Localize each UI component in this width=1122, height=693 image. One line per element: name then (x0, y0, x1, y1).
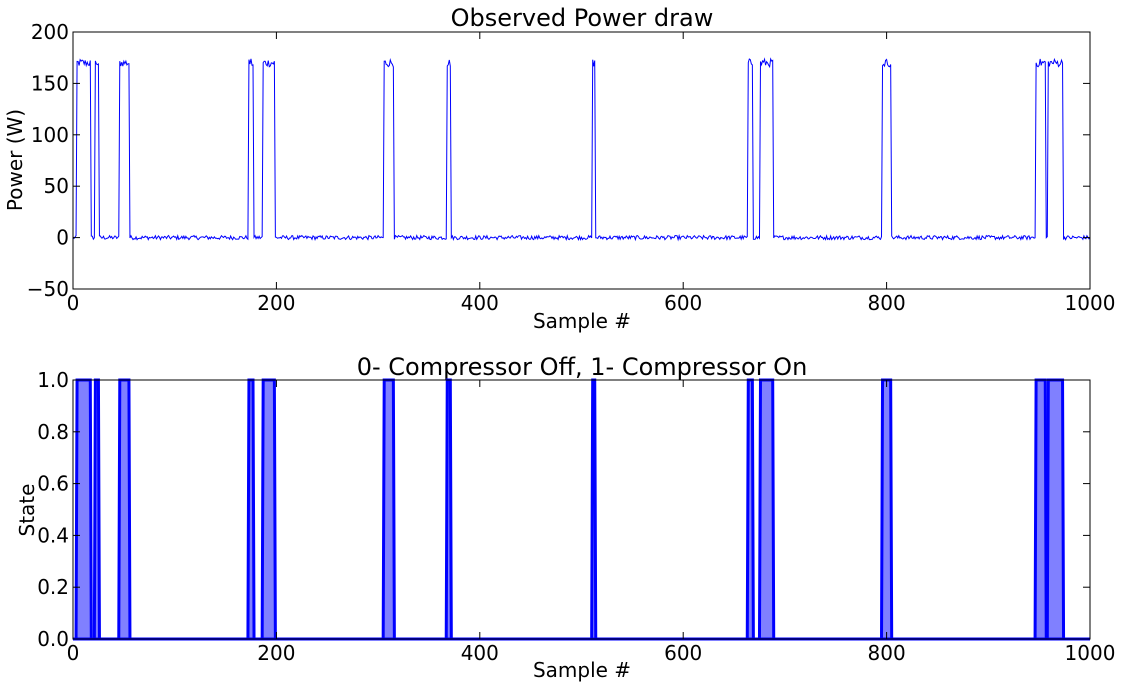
state-on-segment (246, 378, 256, 641)
power-xtick-label: 800 (868, 291, 906, 315)
power-xtick-label: 400 (461, 291, 499, 315)
state-on-segment (745, 378, 755, 641)
power-series-line (73, 57, 1090, 242)
power-ytick-label: 50 (44, 174, 69, 198)
state-ytick-label: 1.0 (37, 368, 69, 392)
power-xtick-label: 0 (67, 291, 80, 315)
state-axes-frame (72, 379, 1091, 640)
state-on-segment (880, 378, 894, 641)
state-xtick-label: 600 (664, 641, 702, 665)
state-ytick-label: 0.6 (37, 472, 69, 496)
state-ytick-label: 0.0 (37, 627, 69, 651)
power-axes-frame (72, 31, 1091, 290)
state-on-segment (1033, 378, 1048, 641)
state-ytick-label: 0.4 (37, 523, 69, 547)
power-chart-title: Observed Power draw (451, 4, 714, 32)
state-xtick-label: 0 (67, 641, 80, 665)
state-on-segment (260, 378, 277, 641)
power-plot-area (73, 57, 1090, 242)
state-on-segment (74, 378, 93, 641)
state-xtick-label: 1000 (1065, 641, 1116, 665)
state-on-segment (757, 378, 776, 641)
state-xtick-label: 200 (257, 641, 295, 665)
state-on-segment (381, 378, 396, 641)
state-chart: 0- Compressor Off, 1- Compressor On 0 200… (15, 353, 1115, 682)
state-on-segment (1045, 378, 1066, 641)
power-xtick-label: 1000 (1065, 291, 1116, 315)
state-on-segment (590, 378, 598, 641)
state-ytick-label: 0.2 (37, 575, 69, 599)
state-plot-area (73, 378, 1090, 641)
power-ytick-label: −50 (27, 277, 69, 301)
power-ytick-label: 100 (31, 123, 69, 147)
state-chart-title: 0- Compressor Off, 1- Compressor On (357, 353, 808, 381)
power-ytick-label: 0 (56, 226, 69, 250)
state-axis-ticks: 0 200 400 600 800 1000 0.0 0.2 0.4 0.6 0.8 1.0 (37, 368, 1115, 665)
state-ytick-label: 0.8 (37, 420, 69, 444)
power-xtick-label: 600 (664, 291, 702, 315)
state-on-segment (444, 378, 453, 641)
power-ytick-label: 150 (31, 71, 69, 95)
power-ytick-label: 200 (31, 20, 69, 44)
state-on-segment (92, 378, 101, 641)
state-x-axis-label: Sample # (533, 658, 631, 682)
state-xtick-label: 400 (461, 641, 499, 665)
power-y-axis-label: Power (W) (3, 109, 27, 211)
power-xtick-label: 200 (257, 291, 295, 315)
state-on-segment (117, 378, 132, 641)
state-xtick-label: 800 (868, 641, 906, 665)
power-x-axis-label: Sample # (533, 309, 631, 333)
state-y-axis-label: State (15, 484, 39, 537)
power-chart: Observed Power draw 0 200 400 600 800 1000−50… (3, 4, 1115, 333)
